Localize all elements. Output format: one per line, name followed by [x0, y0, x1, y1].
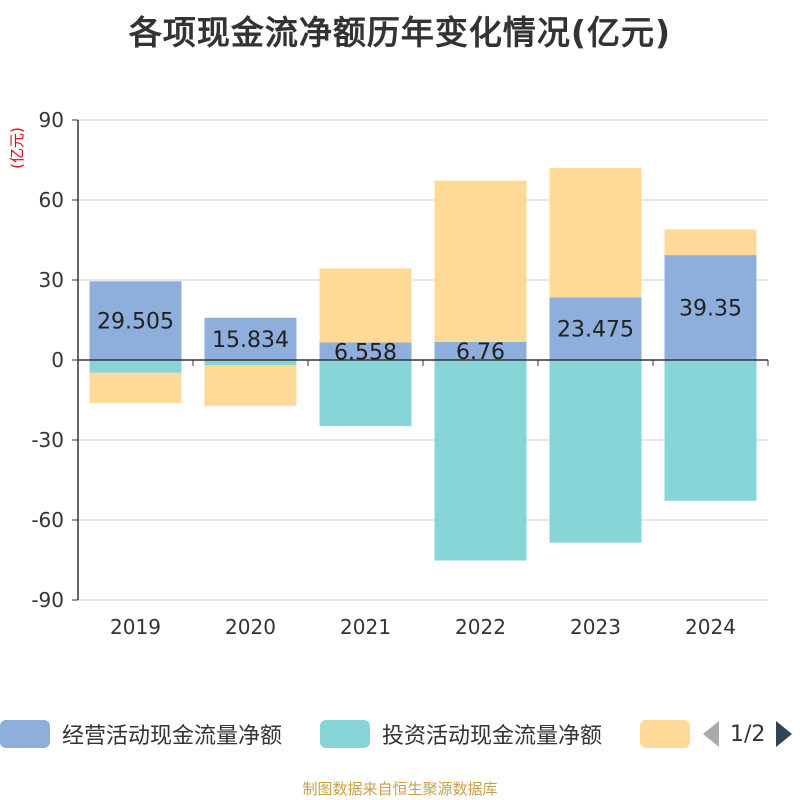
- x-tick-label-2024: 2024: [685, 615, 736, 639]
- bar-investing-2020: [204, 360, 297, 366]
- data-label-operating-2021: 6.558: [334, 340, 397, 365]
- bar-investing-2022: [434, 360, 527, 561]
- y-tick-label: 0: [51, 348, 64, 372]
- bar-investing-2024: [664, 360, 757, 501]
- y-tick-label: -60: [31, 508, 64, 532]
- bar-financing-2020: [204, 365, 297, 406]
- triangle-left-icon[interactable]: [702, 720, 720, 748]
- bar-operating-2024: [664, 255, 757, 360]
- legend-item-operating[interactable]: 经营活动现金流量净额: [0, 714, 282, 754]
- x-tick-label-2022: 2022: [455, 615, 506, 639]
- y-tick-label: 30: [39, 268, 64, 292]
- data-label-operating-2019: 29.505: [97, 310, 174, 335]
- legend-label-operating: 经营活动现金流量净额: [62, 724, 283, 749]
- cashflow-chart: (亿元) 90 60 30 0 -30 -60 -90 2019 2020 2021 2022 202…: [8, 108, 769, 639]
- triangle-right-icon[interactable]: [775, 720, 793, 748]
- data-label-operating-2020: 15.834: [212, 328, 289, 353]
- legend-item-financing[interactable]: [640, 714, 690, 754]
- data-label-operating-2022: 6.76: [456, 340, 505, 365]
- legend-label-investing: 投资活动现金流量净额: [382, 724, 603, 749]
- bar-operating-2023: [549, 297, 642, 360]
- bar-financing-2024: [664, 229, 757, 256]
- chart-title: 各项现金流净额历年变化情况(亿元): [128, 13, 672, 52]
- y-axis-unit-label: (亿元): [8, 127, 26, 169]
- y-tick-label: 60: [39, 188, 64, 212]
- bar-investing-2019: [89, 360, 182, 373]
- legend-swatch-financing: [640, 720, 690, 748]
- bar-financing-2022: [434, 180, 527, 342]
- bar-financing-2021: [319, 268, 412, 343]
- y-tick-label: -30: [31, 428, 64, 452]
- bar-financing-2023: [549, 168, 642, 298]
- x-tick-label-2020: 2020: [225, 615, 276, 639]
- bar-investing-2021: [319, 360, 412, 427]
- x-tick-label-2021: 2021: [340, 615, 391, 639]
- legend-page-indicator: 1/2: [730, 721, 766, 747]
- y-tick-label: 90: [39, 108, 64, 132]
- legend-item-investing[interactable]: 投资活动现金流量净额: [320, 714, 602, 754]
- legend-swatch-operating: [0, 720, 50, 748]
- legend: 经营活动现金流量净额 投资活动现金流量净额 1/2: [0, 714, 800, 754]
- bar-financing-2019: [89, 372, 182, 403]
- bar-operating-2019: [89, 281, 182, 360]
- x-tick-label-2019: 2019: [110, 615, 161, 639]
- bar-operating-2020: [204, 317, 297, 360]
- legend-swatch-investing: [320, 720, 370, 748]
- x-tick-label-2023: 2023: [570, 615, 621, 639]
- legend-pager: 1/2: [702, 714, 793, 754]
- source-footer: 制图数据来自恒生聚源数据库: [302, 780, 498, 798]
- bar-investing-2023: [549, 360, 642, 543]
- data-label-operating-2024: 39.35: [679, 297, 742, 322]
- bar-operating-2021: [319, 342, 412, 360]
- y-tick-label: -90: [31, 588, 64, 612]
- bar-operating-2022: [434, 341, 527, 360]
- data-label-operating-2023: 23.475: [557, 318, 634, 343]
